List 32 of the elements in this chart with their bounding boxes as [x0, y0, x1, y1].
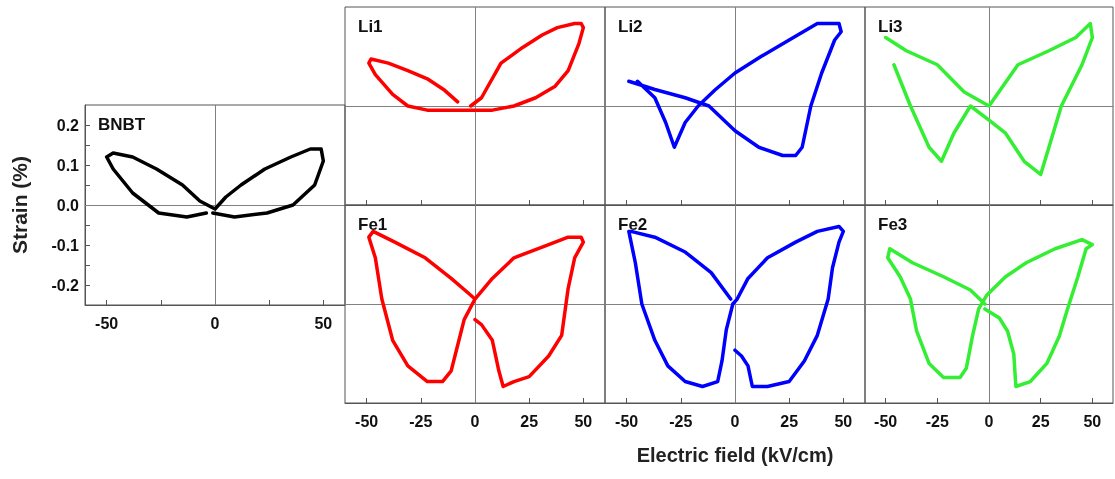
- x-tick-label: 25: [1031, 412, 1050, 430]
- x-tick-label: 50: [834, 412, 853, 430]
- chart-title: Fe2: [618, 215, 648, 234]
- x-tick-label: -25: [669, 412, 693, 430]
- x-tick-label: -50: [95, 314, 119, 332]
- x-tick-label: -50: [874, 412, 898, 430]
- y-tick-label: 0.0: [56, 196, 80, 214]
- y-tick-label: -0.2: [51, 276, 80, 294]
- text: BNBT: [98, 115, 146, 134]
- chart-title: Fe3: [878, 215, 908, 234]
- chart-title: Fe1: [358, 215, 388, 234]
- x-axis-title: Electric field (kV/cm): [636, 444, 834, 466]
- x-tick-label: -50: [355, 412, 379, 430]
- chart-title: Li2: [618, 17, 643, 36]
- x-tick-label: 50: [1083, 412, 1102, 430]
- x-tick-label: 50: [574, 412, 593, 430]
- chart-title: Li1: [358, 17, 383, 36]
- x-tick-label: 50: [314, 314, 333, 332]
- y-tick-label: 0.2: [56, 116, 80, 134]
- y-tick-label: 0.1: [56, 156, 80, 174]
- x-tick-label: 0: [984, 412, 994, 430]
- x-tick-label: 0: [730, 412, 740, 430]
- x-tick-label: 25: [780, 412, 799, 430]
- x-tick-label: 0: [210, 314, 220, 332]
- x-tick-label: 25: [520, 412, 539, 430]
- y-tick-label: -0.1: [51, 236, 80, 254]
- chart-title: Li3: [878, 17, 903, 36]
- y-axis-title: Strain (%): [8, 155, 31, 255]
- x-tick-label: -25: [925, 412, 949, 430]
- x-tick-label: -50: [615, 412, 639, 430]
- x-tick-label: -25: [409, 412, 433, 430]
- x-tick-label: 0: [470, 412, 480, 430]
